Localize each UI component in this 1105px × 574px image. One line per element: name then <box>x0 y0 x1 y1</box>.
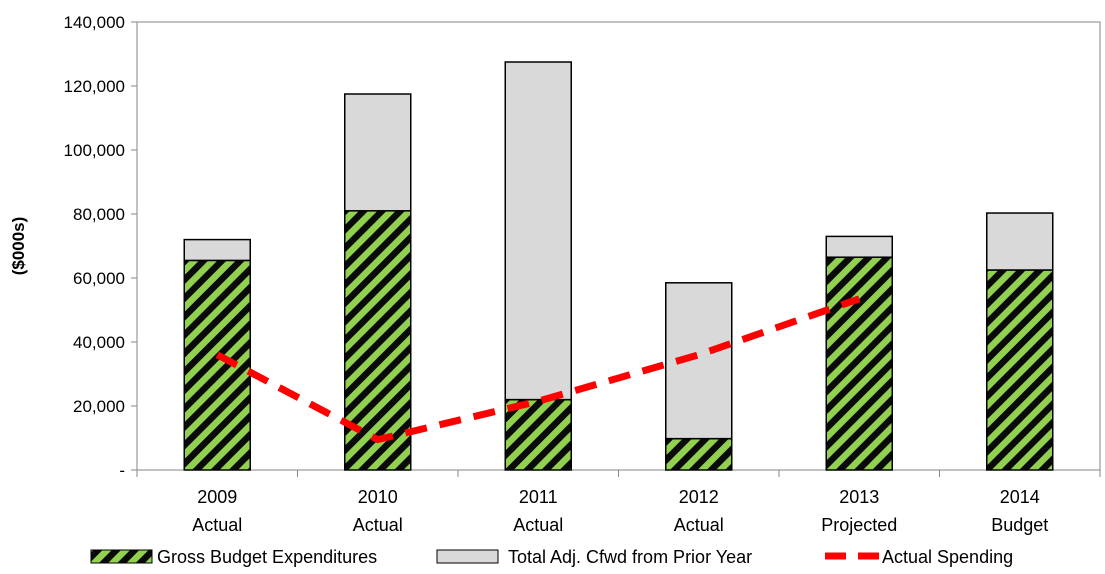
x-tick-label: 2014 <box>1000 487 1040 507</box>
bar-total-adj-cfwd <box>183 238 251 262</box>
x-tick-label: 2011 <box>519 487 558 507</box>
bar-total-adj-cfwd <box>665 282 733 440</box>
bar-total-adj-cfwd <box>504 61 572 401</box>
x-tick-label: 2012 <box>679 487 719 507</box>
y-tick-label: - <box>119 461 125 480</box>
bar-total-adj-cfwd <box>344 93 412 212</box>
x-tick-label: Actual <box>674 515 724 535</box>
y-tick-label: 100,000 <box>64 141 125 160</box>
x-tick-label: Budget <box>991 515 1048 535</box>
x-tick-label: Actual <box>513 515 563 535</box>
y-tick-label: 60,000 <box>73 269 125 288</box>
x-tick-label: Actual <box>192 515 242 535</box>
bar-gross-budget-expenditures <box>183 259 251 471</box>
plot-area <box>136 21 1101 471</box>
y-tick-label: 40,000 <box>73 333 125 352</box>
legend-swatch-cfwd <box>436 549 499 564</box>
bar-gross-budget-expenditures <box>986 269 1054 471</box>
x-tick-label: 2009 <box>197 487 237 507</box>
y-tick-label: 120,000 <box>64 77 125 96</box>
y-axis-title: ($000s) <box>9 217 28 276</box>
legend-label: Gross Budget Expenditures <box>157 547 377 567</box>
x-tick-label: 2010 <box>358 487 398 507</box>
x-tick-label: 2013 <box>839 487 879 507</box>
legend-swatch-gross <box>90 549 153 564</box>
bar-gross-budget-expenditures <box>665 437 733 471</box>
bar-total-adj-cfwd <box>825 235 893 258</box>
y-tick-label: 140,000 <box>64 13 125 32</box>
bar-gross-budget-expenditures <box>504 398 572 471</box>
y-tick-label: 20,000 <box>73 397 125 416</box>
legend-label: Total Adj. Cfwd from Prior Year <box>508 547 752 567</box>
legend-label: Actual Spending <box>882 547 1013 567</box>
line-actual-spending <box>215 295 861 444</box>
bar-total-adj-cfwd <box>986 212 1054 271</box>
bar-gross-budget-expenditures <box>825 256 893 471</box>
y-tick-label: 80,000 <box>73 205 125 224</box>
x-tick-label: Projected <box>821 515 897 535</box>
x-tick-label: Actual <box>353 515 403 535</box>
